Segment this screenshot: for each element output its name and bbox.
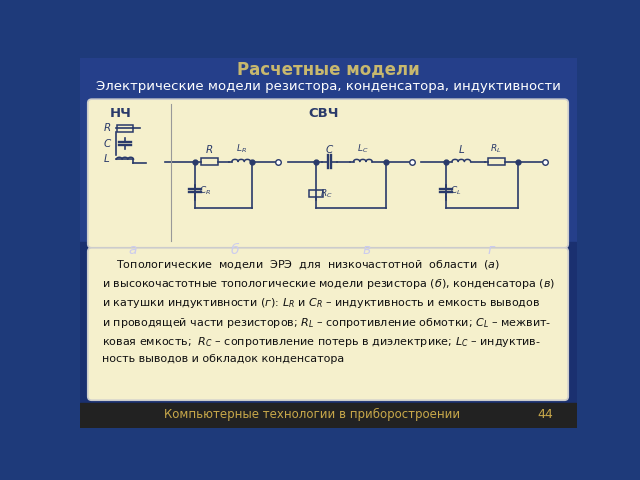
Bar bbox=[201, 158, 218, 166]
Text: $R_L$: $R_L$ bbox=[490, 142, 502, 155]
Text: $L_C$: $L_C$ bbox=[357, 142, 369, 155]
Text: ность выводов и обкладок конденсатора: ность выводов и обкладок конденсатора bbox=[102, 354, 344, 364]
Text: ковая емкость;  $R_C$ – сопротивление потерь в диэлектрике; $L_C$ – индуктив-: ковая емкость; $R_C$ – сопротивление пот… bbox=[102, 335, 541, 349]
Bar bbox=[309, 191, 323, 197]
Text: $R_C$: $R_C$ bbox=[320, 188, 333, 200]
FancyBboxPatch shape bbox=[88, 248, 568, 400]
Text: 44: 44 bbox=[537, 408, 553, 421]
Text: Компьютерные технологии в приборостроении: Компьютерные технологии в приборостроени… bbox=[164, 408, 461, 421]
Text: НЧ: НЧ bbox=[109, 108, 131, 120]
Text: и проводящей части резисторов; $R_L$ – сопротивление обмотки; $C_L$ – межвит-: и проводящей части резисторов; $R_L$ – с… bbox=[102, 315, 551, 330]
Text: C: C bbox=[326, 144, 333, 155]
Bar bbox=[488, 158, 505, 166]
Text: а: а bbox=[129, 243, 137, 257]
Text: и катушки индуктивности ($г$): $L_R$ и $C_R$ – индуктивность и емкость выводов: и катушки индуктивности ($г$): $L_R$ и $… bbox=[102, 296, 540, 310]
Text: Электрические модели резистора, конденсатора, индуктивности: Электрические модели резистора, конденса… bbox=[95, 80, 561, 93]
Text: R: R bbox=[103, 123, 111, 133]
Text: Расчетные модели: Расчетные модели bbox=[237, 60, 419, 78]
Text: Топологические  модели  ЭРЭ  для  низкочастотной  области  ($а$): Топологические модели ЭРЭ для низкочасто… bbox=[102, 258, 500, 271]
Text: C: C bbox=[103, 139, 111, 149]
Text: $C_R$: $C_R$ bbox=[198, 185, 211, 197]
Text: б: б bbox=[231, 243, 239, 257]
Text: г: г bbox=[487, 243, 494, 257]
Text: в: в bbox=[363, 243, 371, 257]
Text: $C_L$: $C_L$ bbox=[450, 185, 461, 197]
Text: $L_R$: $L_R$ bbox=[236, 142, 246, 155]
Text: L: L bbox=[103, 154, 109, 164]
Text: и высокочастотные топологические модели резистора ($б$), конденсатора ($в$): и высокочастотные топологические модели … bbox=[102, 277, 555, 291]
Text: L: L bbox=[458, 144, 464, 155]
FancyBboxPatch shape bbox=[88, 99, 568, 248]
Text: R: R bbox=[206, 145, 213, 156]
Text: СВЧ: СВЧ bbox=[308, 108, 339, 120]
Bar bbox=[117, 125, 132, 132]
